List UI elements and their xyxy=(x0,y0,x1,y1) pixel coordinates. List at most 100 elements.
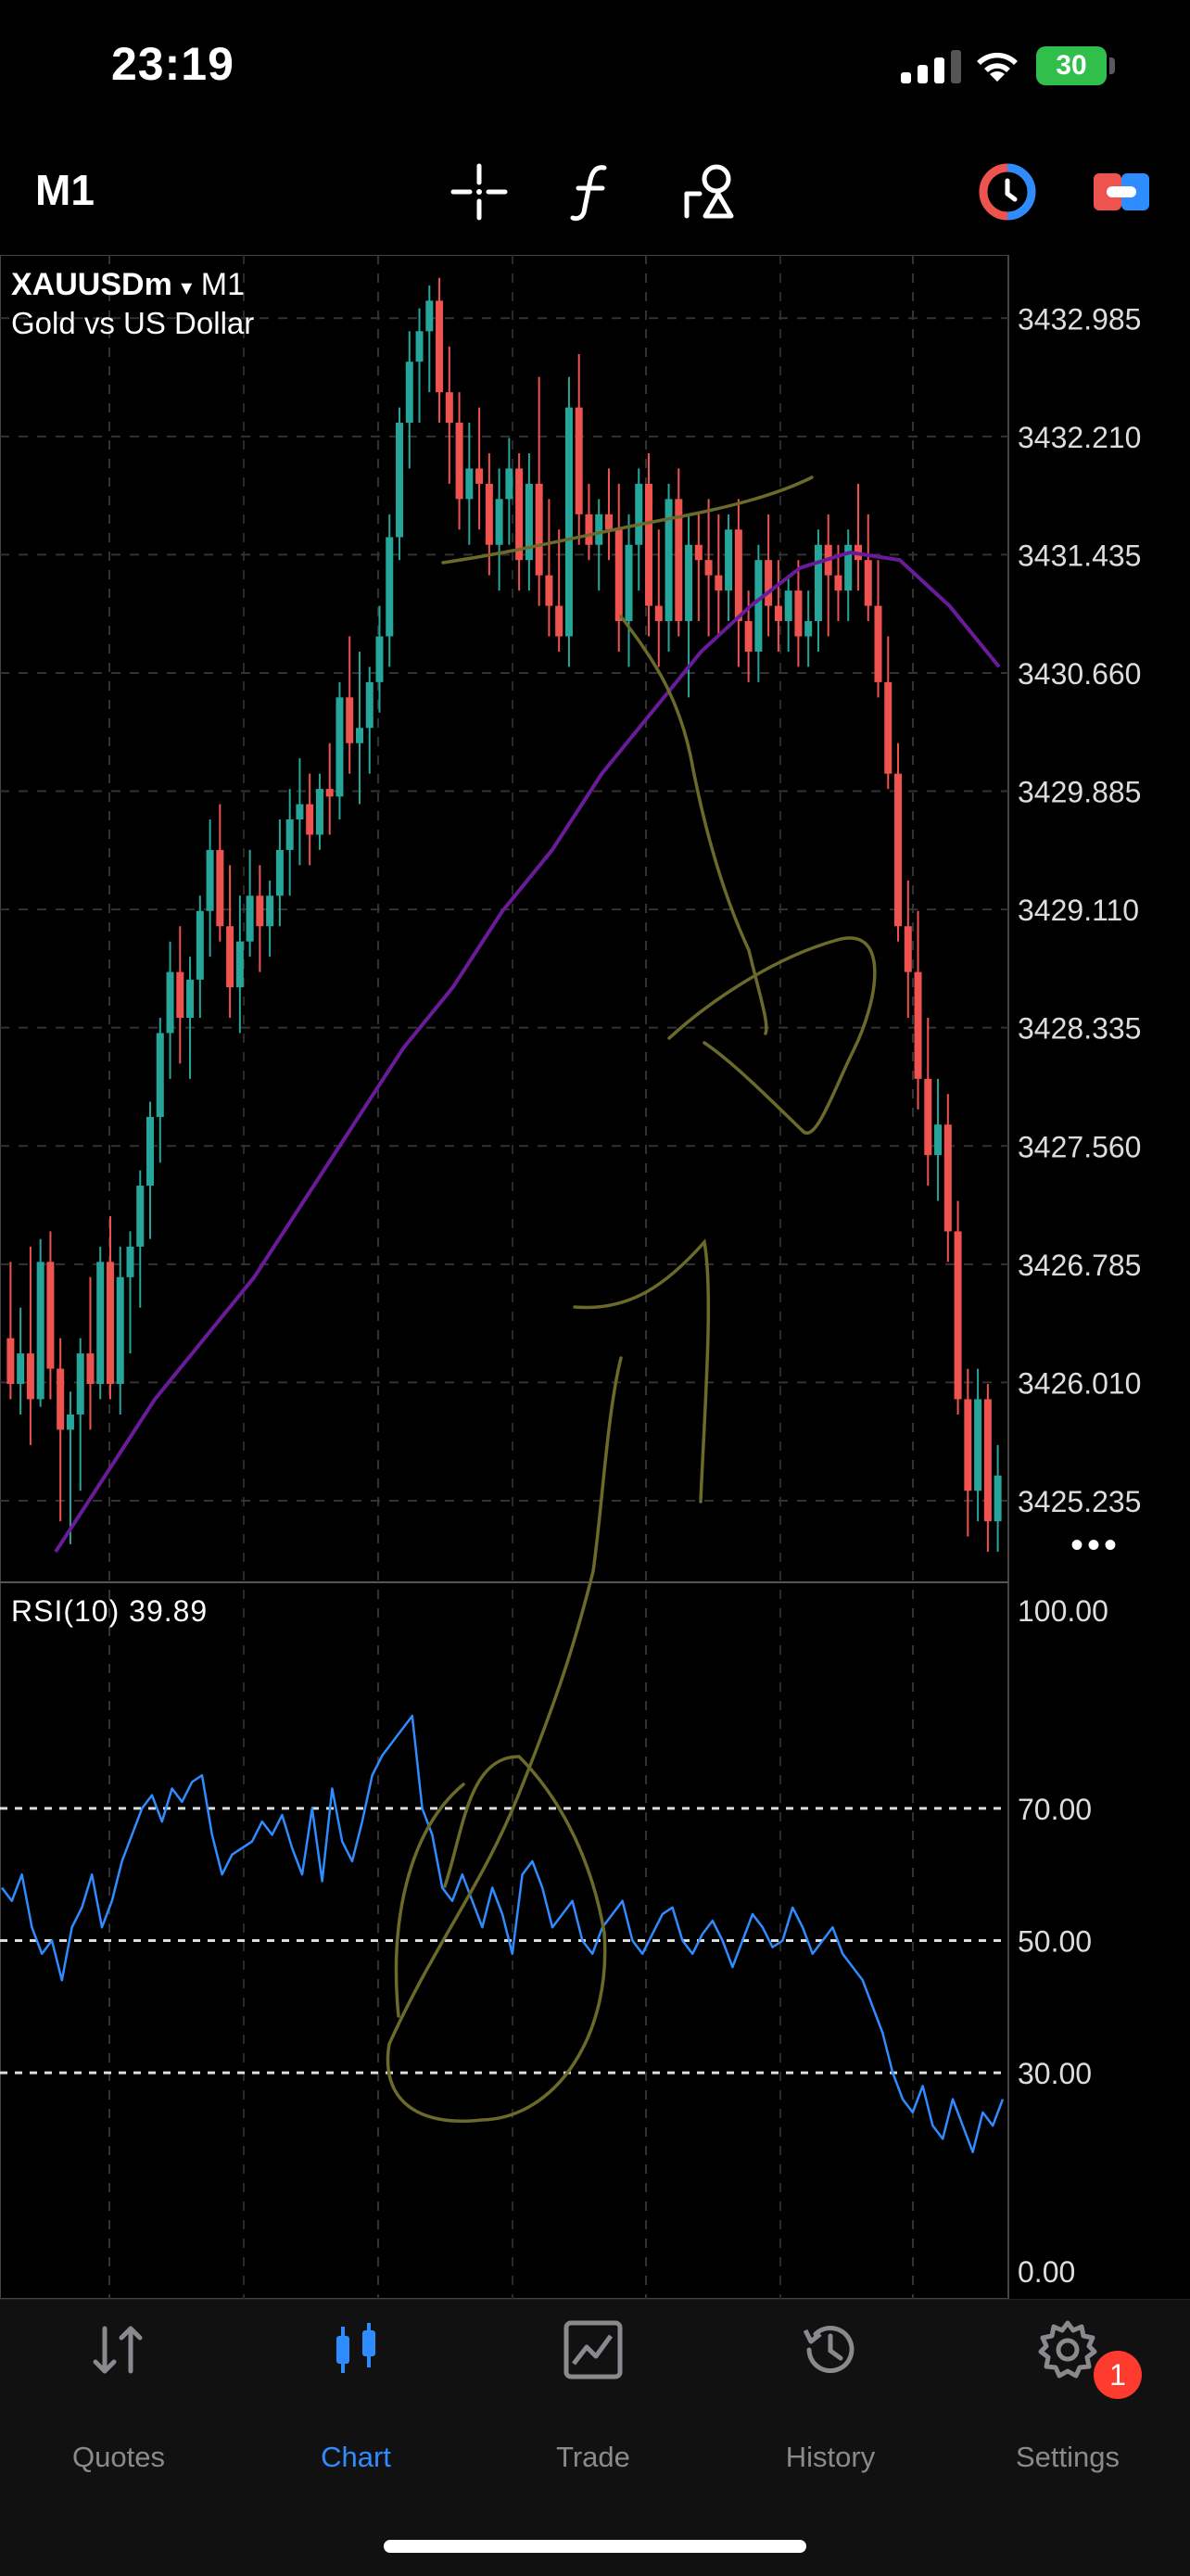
candle-body xyxy=(166,971,174,1034)
objects-icon[interactable] xyxy=(681,162,741,222)
candle-body xyxy=(595,514,603,545)
candle-body xyxy=(126,1246,134,1277)
tab-trade-label: Trade xyxy=(556,2441,630,2473)
candle-body xyxy=(884,681,892,774)
candle-body xyxy=(445,392,453,424)
trade-tab-icon xyxy=(563,2320,623,2379)
status-time: 23:19 xyxy=(111,38,234,90)
history-icon xyxy=(803,2326,855,2374)
candle-body xyxy=(804,621,813,637)
candle-body xyxy=(654,605,663,622)
candle-body xyxy=(436,300,444,393)
price-tick-label: 3427.560 xyxy=(1018,1130,1141,1163)
price-tick-label: 3432.985 xyxy=(1018,302,1141,336)
one-click-trading-icon[interactable] xyxy=(978,162,1037,222)
tab-history[interactable] xyxy=(738,2317,923,2387)
candle-body xyxy=(994,1475,1002,1522)
candle-body xyxy=(983,1399,992,1522)
price-tick-label: 3426.010 xyxy=(1018,1366,1141,1400)
candle-body xyxy=(844,544,853,591)
candle-body xyxy=(285,819,294,850)
candle-body xyxy=(335,697,344,797)
rsi-indicator-label[interactable]: RSI(10) 39.89 xyxy=(11,1594,208,1629)
quotes-icon xyxy=(93,2326,143,2374)
battery-tip xyxy=(1109,57,1115,74)
candle-body xyxy=(943,1124,952,1232)
chart-tab-icon xyxy=(336,2323,375,2373)
chart-area[interactable]: 3432.985 3432.210 3431.435 3430.660 3429.885… xyxy=(0,255,1190,2303)
candle-body xyxy=(814,544,822,622)
status-bar: 23:19 30 xyxy=(0,0,1190,139)
candle-body xyxy=(76,1353,84,1415)
candle-body xyxy=(415,331,424,362)
symbol-timeframe: M1 xyxy=(200,267,245,302)
candle-body xyxy=(495,499,503,545)
candle-body xyxy=(96,1262,105,1385)
candle-body xyxy=(585,514,593,545)
candle-body xyxy=(765,560,773,606)
candle-body xyxy=(57,1368,65,1430)
symbol-description: Gold vs US Dollar xyxy=(11,306,255,340)
battery-level: 30 xyxy=(1056,50,1087,81)
candle-body xyxy=(694,544,703,561)
chart-frame xyxy=(0,255,1009,2300)
settings-notification-badge: 1 xyxy=(1094,2351,1142,2399)
tab-trade[interactable] xyxy=(500,2317,686,2387)
timeframe-button[interactable]: M1 xyxy=(35,166,95,214)
price-tick-label: 3425.235 xyxy=(1018,1485,1141,1518)
hand-drawn-annotation xyxy=(619,615,768,1035)
candle-body xyxy=(66,1414,74,1430)
candle-body xyxy=(275,849,284,896)
candle-body xyxy=(246,895,254,942)
tab-chart[interactable] xyxy=(263,2317,449,2387)
candle-body xyxy=(355,728,363,743)
candle-body xyxy=(625,544,633,622)
more-options-button[interactable]: ••• xyxy=(1070,1525,1121,1566)
price-tick-label: 3429.110 xyxy=(1018,894,1139,927)
price-tick-label: 3431.435 xyxy=(1018,539,1141,572)
candle-body xyxy=(186,979,195,1018)
candle-body xyxy=(744,621,753,652)
battery-icon: 30 xyxy=(1036,46,1107,85)
candle-body xyxy=(485,483,493,545)
rsi-tick-label: 50.00 xyxy=(1018,1925,1092,1959)
candle-body xyxy=(425,300,434,332)
candle-body xyxy=(774,605,782,622)
candle-body xyxy=(405,362,413,424)
candle-body xyxy=(396,423,404,538)
candle-body xyxy=(515,468,524,561)
price-tick-label: 3428.335 xyxy=(1018,1012,1141,1046)
indicators-icon[interactable] xyxy=(567,162,619,222)
candle-body xyxy=(754,560,763,652)
gear-icon xyxy=(1038,2320,1097,2379)
candle-body xyxy=(685,544,693,622)
tab-quotes-label: Quotes xyxy=(72,2441,165,2473)
hand-drawn-annotation xyxy=(394,1783,465,2018)
candle-body xyxy=(315,789,323,835)
price-chart[interactable]: 3432.985 3432.210 3431.435 3430.660 3429.885… xyxy=(0,255,1190,2303)
candle-body xyxy=(266,895,274,927)
candle-body xyxy=(465,468,474,500)
tab-quotes[interactable] xyxy=(26,2317,211,2387)
rsi-tick-label: 70.00 xyxy=(1018,1793,1092,1826)
candle-body xyxy=(904,926,912,972)
candle-body xyxy=(226,926,234,988)
price-tick-label: 3432.210 xyxy=(1018,421,1141,454)
trade-panel-icon[interactable] xyxy=(1092,162,1151,222)
crosshair-icon[interactable] xyxy=(449,162,509,222)
candle-body xyxy=(36,1262,44,1400)
candle-body xyxy=(575,407,583,514)
rsi-value: 39.89 xyxy=(129,1594,209,1628)
candle-body xyxy=(386,537,394,637)
candle-body xyxy=(725,529,733,591)
tab-settings[interactable] xyxy=(975,2317,1160,2387)
candle-body xyxy=(665,499,673,622)
home-indicator xyxy=(384,2540,806,2553)
candle-body xyxy=(645,483,653,606)
candle-body xyxy=(924,1078,932,1156)
rsi-tick-label: 100.00 xyxy=(1018,1594,1108,1628)
symbol-selector[interactable]: XAUUSDm ▾ M1 xyxy=(11,267,245,303)
candle-body xyxy=(555,605,563,637)
candle-body xyxy=(26,1353,34,1400)
candle-body xyxy=(256,895,264,927)
